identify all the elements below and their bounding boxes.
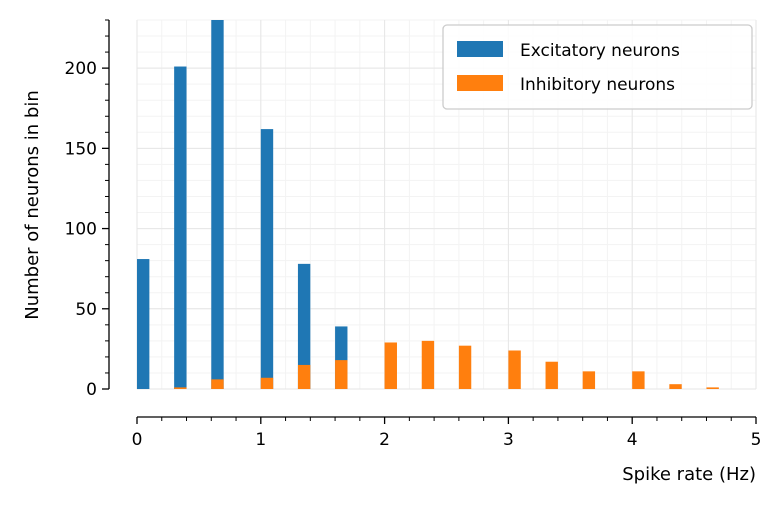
bar-inhibitory [669, 384, 682, 389]
legend-box [442, 24, 753, 110]
bar-inhibitory [384, 342, 397, 389]
x-tick-label: 3 [503, 430, 514, 450]
bar-inhibitory [260, 377, 274, 389]
bar-inhibitory [211, 379, 224, 389]
bar-excitatory [297, 263, 311, 389]
y-axis-label: Number of neurons in bin [22, 90, 43, 319]
bar-inhibitory [632, 371, 645, 389]
bars [137, 20, 719, 390]
x-tick-label: 5 [751, 430, 762, 450]
legend: Excitatory neurons Inhibitory neurons [442, 24, 753, 110]
bar-inhibitory [421, 340, 435, 389]
bar-inhibitory [545, 361, 558, 389]
y-tick-label: 50 [75, 300, 97, 320]
legend-swatch [457, 41, 503, 57]
axes [102, 19, 757, 424]
bar-inhibitory [508, 350, 521, 389]
tick-labels: 0 50 100 150 200 0 1 2 3 4 5 [65, 59, 762, 450]
bar-inhibitory [335, 360, 348, 389]
x-tick-label: 1 [255, 430, 266, 450]
bar-excitatory [174, 66, 187, 389]
x-axis-label: Spike rate (Hz) [622, 464, 756, 485]
legend-label: Inhibitory neurons [520, 75, 675, 95]
y-tick-label: 200 [65, 59, 97, 79]
legend-swatch [457, 75, 503, 91]
legend-label: Excitatory neurons [520, 41, 680, 61]
bar-inhibitory [582, 371, 596, 389]
bar-inhibitory [297, 364, 311, 389]
y-tick-label: 150 [65, 139, 97, 159]
y-tick-label: 100 [65, 220, 97, 240]
y-tick-label: 0 [86, 380, 97, 400]
x-tick-label: 0 [132, 430, 143, 450]
bar-inhibitory [458, 345, 472, 389]
bar-inhibitory [706, 387, 719, 389]
bar-excitatory [260, 129, 274, 390]
bar-inhibitory [174, 387, 187, 389]
bar-excitatory [137, 259, 150, 389]
x-tick-label: 4 [627, 430, 638, 450]
x-tick-label: 2 [379, 430, 390, 450]
bar-excitatory [211, 20, 224, 389]
